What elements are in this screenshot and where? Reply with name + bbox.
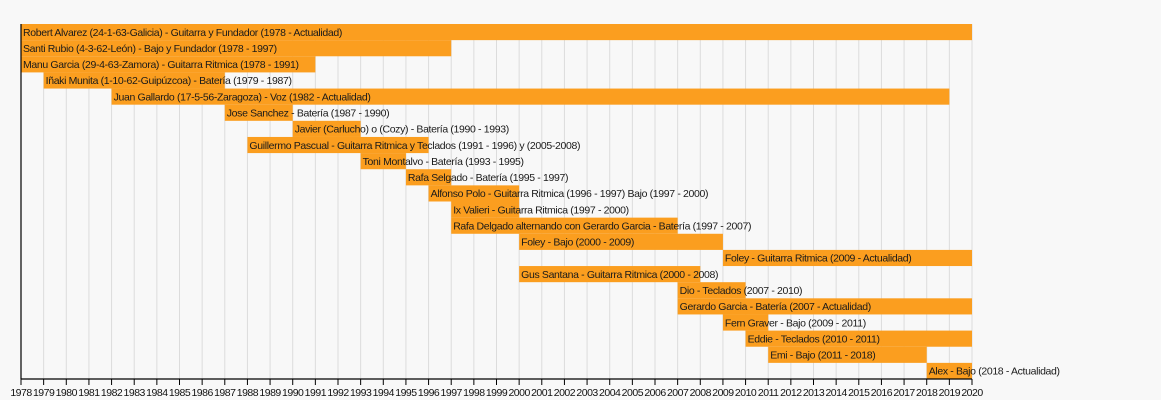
- x-tick-label: 1987: [214, 387, 236, 399]
- bar-label: Jose Sanchez - Batería (1987 - 1990): [227, 108, 390, 120]
- timeline-bar: [21, 56, 316, 73]
- timeline-bar: [519, 233, 723, 250]
- x-tick-label: 2010: [735, 387, 757, 399]
- x-tick-label: 2007: [667, 387, 689, 399]
- bar-label: Javier (Carlucho) o (Cozy) - Batería (19…: [295, 124, 509, 136]
- x-tick-label: 2001: [531, 387, 553, 399]
- x-tick-label: 2015: [848, 387, 870, 399]
- x-tick-label: 1978: [10, 387, 32, 399]
- bar-label: Rafa Delgado alternando con Gerardo Garc…: [453, 220, 751, 232]
- bar-label: Gerardo Garcia - Batería (2007 - Actuali…: [680, 301, 871, 313]
- x-tick-label: 1993: [350, 387, 372, 399]
- x-tick-label: 2017: [893, 387, 915, 399]
- bars: [21, 24, 972, 379]
- timeline-bar: [360, 153, 406, 170]
- bar-label: Fern Graver - Bajo (2009 - 2011): [725, 317, 866, 329]
- timeline-bar: [247, 136, 429, 154]
- bar-label: Alfonso Polo - Guitarra Ritmica (1996 - …: [431, 188, 709, 200]
- bar-label: Ix Valieri - Guitarra Ritmica (1997 - 20…: [453, 204, 629, 216]
- x-tick-label: 1990: [282, 387, 304, 399]
- x-tick-label: 2018: [916, 387, 938, 399]
- bar-label: Robert Alvarez (24-1-63-Galicia) - Guita…: [23, 27, 342, 39]
- timeline-bar: [926, 362, 972, 379]
- timeline-bar: [768, 346, 927, 363]
- bar-label: Manu Garcia (29-4-63-Zamora) - Guitarra …: [23, 59, 299, 71]
- x-tick-label: 1995: [395, 387, 417, 399]
- bar-label: Dio - Teclados (2007 - 2010): [680, 285, 803, 297]
- x-tick-label: 1986: [191, 387, 213, 399]
- timeline-bar: [292, 120, 361, 137]
- timeline-bar: [722, 314, 769, 331]
- x-tick-label: 2019: [939, 387, 961, 399]
- x-tick-label: 2009: [712, 387, 734, 399]
- bar-label: Emi - Bajo (2011 - 2018): [770, 350, 875, 362]
- bar-label: Alex - Bajo (2018 - Actualidad): [929, 366, 1060, 378]
- x-tick-label: 2011: [758, 387, 779, 399]
- bar-label: Eddie - Teclados (2010 - 2011): [748, 333, 880, 345]
- x-tick-label: 2020: [961, 387, 983, 399]
- x-tick-label: 2002: [554, 387, 576, 399]
- x-tick-label: 1985: [169, 387, 191, 399]
- bar-label: Foley - Guitarra Ritmica (2009 - Actuali…: [725, 253, 912, 265]
- timeline-bar: [43, 72, 225, 89]
- x-tick-label: 1999: [486, 387, 508, 399]
- x-tick-label: 1994: [373, 387, 395, 399]
- bar-label: Juan Gallardo (17-5-56-Zaragoza) - Voz (…: [114, 91, 371, 103]
- x-tick-label: 1996: [418, 387, 440, 399]
- x-tick-label: 2013: [803, 387, 825, 399]
- bar-label: Iñaki Munita (1-10-62-Guipúzcoa) - Bater…: [46, 75, 292, 87]
- x-tick-label: 2008: [690, 387, 712, 399]
- bar-label: Gus Santana - Guitarra Ritmica (2000 - 2…: [521, 269, 718, 281]
- x-tick-label: 1998: [463, 387, 485, 399]
- bar-label: Santi Rubio (4-3-62-León) - Bajo y Funda…: [23, 43, 277, 55]
- x-tick-label: 2016: [871, 387, 893, 399]
- timeline-bar: [428, 185, 520, 202]
- x-tick-label: 2004: [599, 387, 621, 399]
- timeline-bar: [21, 24, 972, 41]
- bar-label: Rafa Selgado - Batería (1995 - 1997): [408, 172, 568, 184]
- x-tick-label: 1981: [78, 387, 100, 399]
- timeline-bar: [722, 249, 972, 267]
- x-tick-label: 1983: [124, 387, 146, 399]
- timeline-bar: [677, 282, 746, 299]
- x-tick-label: 1982: [101, 387, 123, 399]
- x-tick-label: 1989: [259, 387, 281, 399]
- timeline-bar: [21, 40, 452, 57]
- timeline-bar: [405, 169, 452, 186]
- timeline-bar: [111, 88, 950, 105]
- x-tick-label: 2000: [508, 387, 530, 399]
- x-tick-label: 2012: [780, 387, 802, 399]
- x-tick-label: 2003: [576, 387, 598, 399]
- x-tick-label: 2014: [825, 387, 847, 399]
- x-tick-label: 1997: [441, 387, 463, 399]
- x-tick-label: 2006: [644, 387, 666, 399]
- timeline-bar: [519, 266, 701, 283]
- x-tick-label: 1991: [305, 387, 327, 399]
- timeline-bar: [451, 217, 678, 234]
- bar-label: Toni Montalvo - Batería (1993 - 1995): [363, 156, 524, 168]
- x-axis: 1978 1979 1980 1981 1982 1983 1984 1985 1986 1987…: [10, 24, 984, 399]
- bar-label: Guillermo Pascual - Guitarra Ritmica y T…: [249, 140, 580, 152]
- timeline-bar: [224, 104, 293, 121]
- bar-label: Foley - Bajo (2000 - 2009): [521, 237, 634, 249]
- x-tick-label: 1984: [146, 387, 168, 399]
- x-tick-label: 1992: [327, 387, 349, 399]
- x-tick-label: 1980: [56, 387, 78, 399]
- x-tick-label: 2005: [622, 387, 644, 399]
- bar-labels: Robert Alvarez (24-1-63-Galicia) - Guita…: [23, 27, 1060, 378]
- timeline-bar: [745, 330, 972, 347]
- x-tick-label: 1979: [33, 387, 55, 399]
- timeline-bar: [677, 298, 972, 315]
- x-tick-label: 1988: [237, 387, 259, 399]
- timeline-bar: [451, 201, 520, 218]
